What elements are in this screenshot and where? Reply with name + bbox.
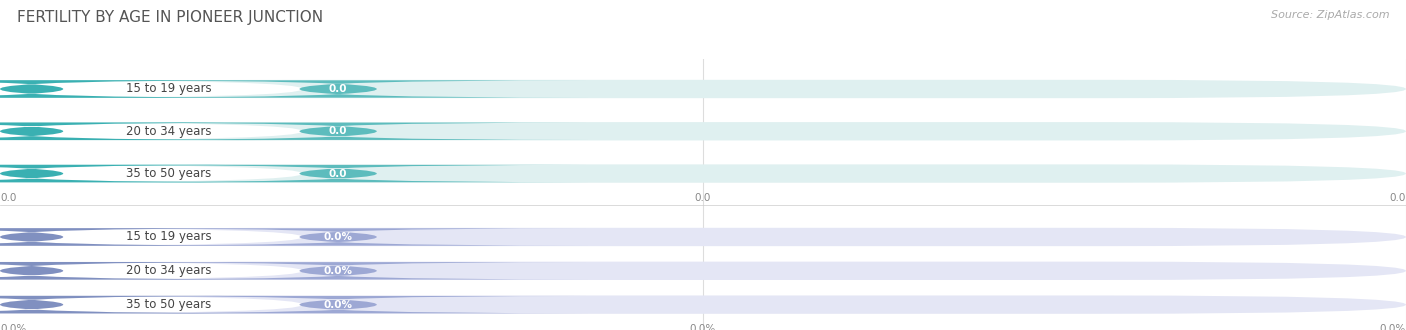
FancyBboxPatch shape bbox=[0, 296, 294, 314]
Text: 35 to 50 years: 35 to 50 years bbox=[127, 167, 211, 180]
FancyBboxPatch shape bbox=[0, 165, 302, 182]
Text: 20 to 34 years: 20 to 34 years bbox=[127, 264, 211, 277]
Text: Source: ZipAtlas.com: Source: ZipAtlas.com bbox=[1271, 10, 1389, 20]
Text: 0.0: 0.0 bbox=[0, 193, 17, 203]
FancyBboxPatch shape bbox=[89, 262, 588, 280]
Text: 0.0%: 0.0% bbox=[1379, 324, 1406, 330]
FancyBboxPatch shape bbox=[89, 80, 588, 98]
FancyBboxPatch shape bbox=[0, 262, 1406, 280]
FancyBboxPatch shape bbox=[89, 123, 588, 140]
Text: 0.0%: 0.0% bbox=[0, 324, 27, 330]
FancyBboxPatch shape bbox=[0, 262, 302, 280]
FancyBboxPatch shape bbox=[89, 165, 588, 182]
FancyBboxPatch shape bbox=[0, 80, 1406, 98]
FancyBboxPatch shape bbox=[0, 164, 1406, 183]
FancyBboxPatch shape bbox=[0, 262, 294, 280]
Text: 0.0%: 0.0% bbox=[690, 324, 716, 330]
Text: 0.0: 0.0 bbox=[329, 84, 347, 94]
Text: 0.0%: 0.0% bbox=[323, 300, 353, 310]
Text: 20 to 34 years: 20 to 34 years bbox=[127, 125, 211, 138]
Text: 0.0: 0.0 bbox=[329, 126, 347, 136]
Text: 0.0: 0.0 bbox=[695, 193, 711, 203]
Text: 0.0: 0.0 bbox=[329, 169, 347, 179]
FancyBboxPatch shape bbox=[0, 296, 302, 314]
Text: 0.0: 0.0 bbox=[1389, 193, 1406, 203]
Text: 0.0%: 0.0% bbox=[323, 266, 353, 276]
Text: 15 to 19 years: 15 to 19 years bbox=[127, 82, 211, 95]
FancyBboxPatch shape bbox=[0, 228, 1406, 246]
Text: 0.0%: 0.0% bbox=[323, 232, 353, 242]
Text: 35 to 50 years: 35 to 50 years bbox=[127, 298, 211, 311]
FancyBboxPatch shape bbox=[0, 122, 302, 140]
FancyBboxPatch shape bbox=[0, 80, 302, 98]
FancyBboxPatch shape bbox=[0, 228, 294, 246]
FancyBboxPatch shape bbox=[0, 295, 1406, 314]
FancyBboxPatch shape bbox=[0, 228, 302, 246]
FancyBboxPatch shape bbox=[89, 228, 588, 246]
FancyBboxPatch shape bbox=[89, 296, 588, 313]
FancyBboxPatch shape bbox=[0, 122, 294, 140]
Text: 15 to 19 years: 15 to 19 years bbox=[127, 230, 211, 244]
FancyBboxPatch shape bbox=[0, 165, 294, 182]
FancyBboxPatch shape bbox=[0, 80, 294, 98]
FancyBboxPatch shape bbox=[0, 122, 1406, 141]
Text: FERTILITY BY AGE IN PIONEER JUNCTION: FERTILITY BY AGE IN PIONEER JUNCTION bbox=[17, 10, 323, 25]
